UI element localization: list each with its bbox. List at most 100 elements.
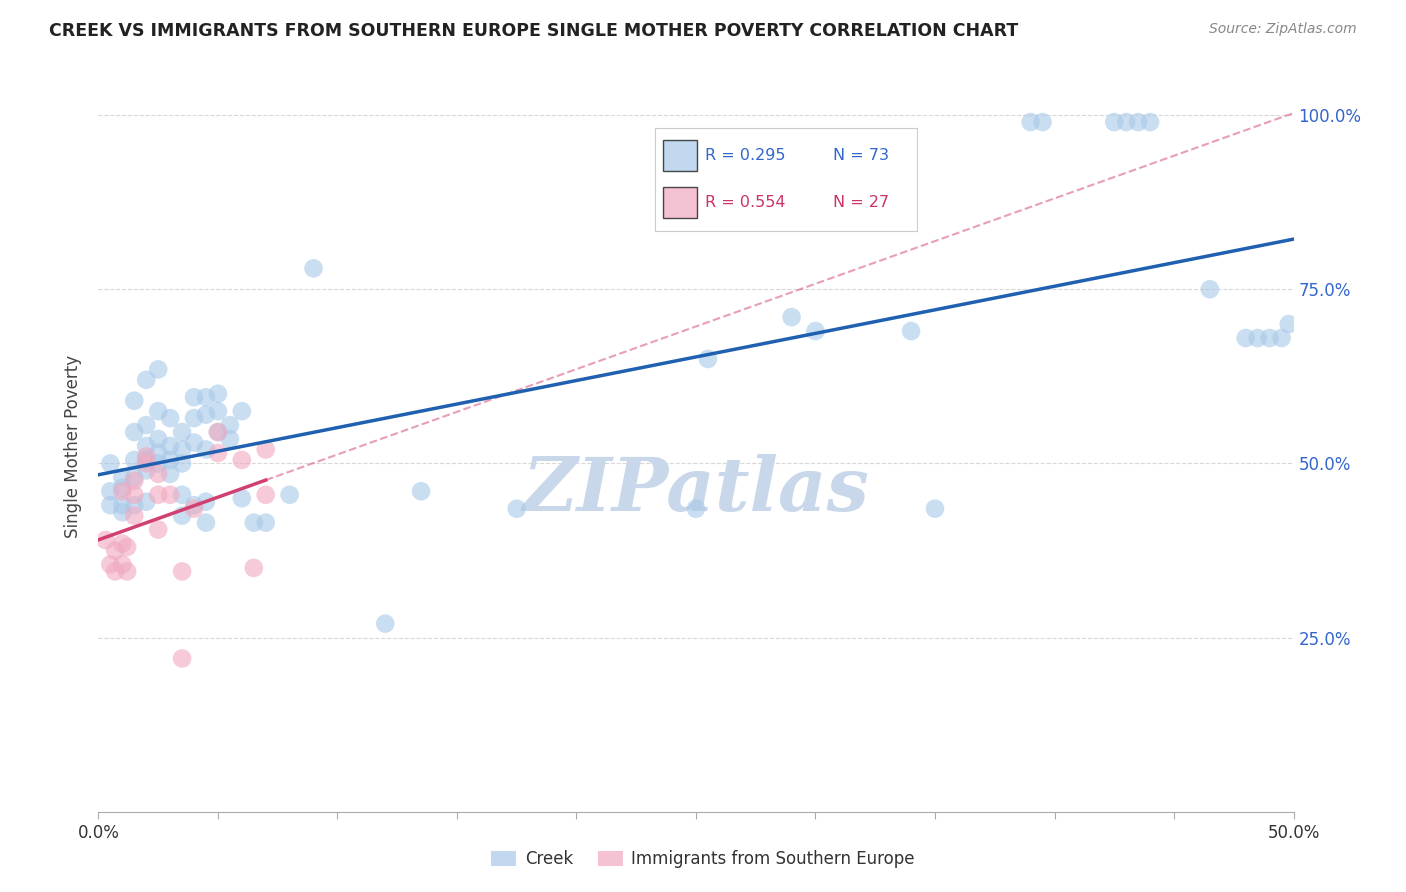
Point	[195, 390, 218, 404]
Point	[254, 442, 277, 457]
Point	[243, 516, 266, 530]
Point	[254, 516, 277, 530]
Point	[111, 536, 134, 550]
Point	[685, 501, 707, 516]
Point	[124, 393, 146, 408]
Point	[135, 418, 157, 433]
Point	[254, 488, 277, 502]
Point	[231, 404, 253, 418]
Point	[1139, 115, 1161, 129]
Point	[104, 565, 127, 579]
Point	[506, 501, 529, 516]
Point	[98, 498, 122, 512]
Point	[124, 508, 146, 523]
Legend: Creek, Immigrants from Southern Europe: Creek, Immigrants from Southern Europe	[485, 844, 921, 875]
Point	[124, 474, 146, 488]
Point	[172, 651, 194, 665]
Point	[1019, 115, 1042, 129]
Point	[219, 432, 242, 446]
Point	[780, 310, 803, 325]
Point	[159, 488, 181, 502]
Point	[94, 533, 117, 547]
Point	[183, 498, 205, 512]
Point	[124, 453, 146, 467]
Point	[148, 432, 170, 446]
Point	[148, 446, 170, 460]
Point	[1258, 331, 1281, 345]
Point	[135, 457, 157, 471]
Point	[159, 411, 181, 425]
Point	[1128, 115, 1150, 129]
Point	[124, 488, 146, 502]
Point	[111, 498, 134, 512]
Point	[1032, 115, 1054, 129]
Point	[98, 558, 122, 572]
Point	[159, 467, 181, 481]
Point	[115, 565, 138, 579]
Point	[1247, 331, 1270, 345]
Point	[1104, 115, 1126, 129]
Y-axis label: Single Mother Poverty: Single Mother Poverty	[65, 354, 83, 538]
Point	[183, 435, 205, 450]
Point	[278, 488, 301, 502]
Point	[111, 481, 134, 495]
Text: Source: ZipAtlas.com: Source: ZipAtlas.com	[1209, 22, 1357, 37]
Point	[219, 418, 242, 433]
Point	[207, 425, 229, 439]
Point	[207, 404, 229, 418]
Point	[804, 324, 827, 338]
Point	[172, 442, 194, 457]
Point	[124, 470, 146, 484]
Point	[135, 373, 157, 387]
Point	[207, 425, 229, 439]
Point	[148, 362, 170, 376]
Point	[231, 453, 253, 467]
Point	[172, 488, 194, 502]
Point	[207, 386, 229, 401]
FancyBboxPatch shape	[664, 140, 697, 171]
Point	[159, 439, 181, 453]
Point	[148, 404, 170, 418]
Point	[195, 516, 218, 530]
Point	[900, 324, 922, 338]
Point	[135, 450, 157, 464]
Point	[243, 561, 266, 575]
Text: N = 73: N = 73	[832, 148, 889, 163]
Point	[148, 523, 170, 537]
Point	[1199, 282, 1222, 296]
Point	[195, 442, 218, 457]
Point	[183, 390, 205, 404]
Point	[183, 411, 205, 425]
Point	[1271, 331, 1294, 345]
Text: N = 27: N = 27	[832, 195, 889, 211]
Point	[148, 457, 170, 471]
Point	[135, 463, 157, 477]
Point	[411, 484, 433, 499]
Text: ZIPatlas: ZIPatlas	[523, 454, 869, 526]
Point	[111, 484, 134, 499]
Point	[172, 565, 194, 579]
Point	[302, 261, 325, 276]
Point	[1278, 317, 1301, 331]
Point	[172, 457, 194, 471]
Point	[697, 351, 720, 366]
Point	[183, 501, 205, 516]
Point	[207, 446, 229, 460]
Text: R = 0.554: R = 0.554	[704, 195, 786, 211]
Point	[124, 498, 146, 512]
Point	[98, 484, 122, 499]
Point	[172, 508, 194, 523]
Point	[111, 470, 134, 484]
Point	[115, 540, 138, 554]
Point	[172, 425, 194, 439]
Point	[1234, 331, 1257, 345]
FancyBboxPatch shape	[664, 187, 697, 219]
Point	[195, 494, 218, 508]
Point	[135, 494, 157, 508]
Point	[111, 505, 134, 519]
Point	[924, 501, 946, 516]
Point	[374, 616, 396, 631]
Point	[159, 453, 181, 467]
Point	[195, 408, 218, 422]
Point	[1115, 115, 1137, 129]
